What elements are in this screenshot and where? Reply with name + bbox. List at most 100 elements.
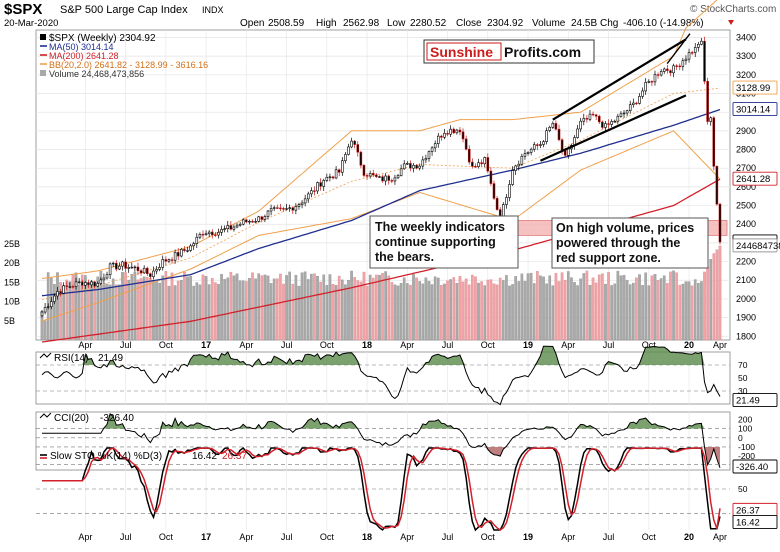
candle-body — [514, 165, 517, 171]
candle-body — [306, 193, 310, 200]
volume-bar — [536, 271, 539, 341]
candle-body — [693, 47, 697, 53]
volume-bar — [489, 279, 493, 341]
volume-bar — [461, 281, 465, 341]
callout-left-line-1: The weekly indicators — [375, 220, 505, 234]
price-legend: $SPX (Weekly) 2304.92 MA(50) 3014.14 MA(… — [40, 33, 208, 79]
candle-body — [152, 270, 155, 277]
rsi-panel — [35, 351, 731, 405]
bb-upper-line — [41, 0, 718, 279]
legend-volume: Volume 24,468,473,856 — [49, 69, 144, 79]
candle-body — [186, 250, 189, 252]
candle-body — [536, 144, 539, 146]
price-tick-label: 2000 — [736, 294, 756, 304]
price-tick-label: 3300 — [736, 51, 756, 61]
candle-body — [576, 128, 579, 138]
candle-body — [204, 233, 208, 235]
volume-bar — [378, 274, 381, 341]
x-tick-label: Jul — [442, 532, 454, 542]
x-tick-label: Apr — [400, 532, 414, 542]
candle-body — [316, 182, 319, 192]
volume-bar — [421, 283, 425, 341]
candle-body — [276, 207, 279, 209]
volume-bar — [706, 266, 709, 341]
candle-body — [381, 176, 384, 182]
volume-bar — [523, 280, 527, 341]
candle-body — [145, 267, 149, 274]
volume-bar — [130, 273, 134, 341]
candle-body — [551, 123, 555, 128]
callout-right: On high volume, prices powered through t… — [551, 217, 709, 269]
x-tick-label: Apr — [239, 340, 253, 350]
candle-body — [322, 180, 326, 187]
volume-bar — [118, 284, 121, 341]
x-tick-label: 19 — [523, 532, 533, 542]
volume-bar — [409, 284, 412, 341]
candle-body — [118, 265, 121, 270]
price-tick-label: 3200 — [736, 70, 756, 80]
candle-body — [483, 157, 486, 165]
volume-bar — [418, 281, 422, 341]
candle-body — [90, 281, 93, 286]
volume-bar — [638, 274, 641, 341]
ma200-badge-box — [732, 171, 778, 186]
x-tick-label: Apr — [713, 532, 727, 542]
candle-body — [353, 140, 356, 145]
volume-value: 24.5B — [571, 18, 597, 29]
volume-bar — [353, 277, 357, 341]
price-tick-label: 2700 — [736, 163, 756, 173]
candle-body — [474, 165, 477, 168]
channel-lower-line — [539, 94, 687, 162]
candle-body — [632, 102, 635, 105]
candle-body — [455, 129, 459, 134]
candle-body — [458, 129, 462, 133]
callout-right-line-3: red support zone. — [556, 251, 661, 265]
index-name: S&P 500 Large Cap Index — [60, 4, 188, 16]
candle-body — [263, 216, 267, 220]
candle-body — [635, 102, 638, 105]
volume-bar — [467, 284, 471, 341]
volume-bar — [644, 272, 648, 341]
candle-body — [697, 44, 700, 48]
volume-badge: 24468473856 — [736, 241, 780, 252]
volume-bar — [662, 275, 666, 341]
volume-bar — [319, 281, 322, 341]
volume-bar — [269, 283, 273, 341]
volume-bar — [669, 271, 672, 341]
volume-bar — [220, 274, 223, 341]
candle-body — [161, 259, 165, 268]
volume-label: Volume — [532, 18, 566, 29]
volume-bar — [99, 271, 103, 341]
cci-legend: CCI(20) -326.40 — [39, 412, 134, 424]
candle-body — [424, 158, 428, 161]
candle-body — [356, 144, 360, 153]
candle-body — [362, 164, 366, 176]
candle-body — [84, 282, 87, 286]
candle-body — [371, 173, 375, 176]
candle-body — [241, 219, 245, 225]
rsi-value: 21.49 — [98, 353, 123, 364]
volume-bar — [344, 284, 347, 341]
volume-bar — [362, 271, 366, 341]
volume-bar — [542, 276, 545, 341]
volume-bar — [294, 275, 298, 341]
candle-body — [489, 170, 493, 184]
volume-bar — [557, 281, 561, 341]
candle-body — [560, 139, 564, 151]
x-tick-label: Apr — [713, 340, 727, 350]
volume-bar — [678, 284, 682, 341]
candle-body — [254, 221, 257, 223]
candle-body — [666, 68, 669, 71]
volume-bar — [152, 279, 155, 341]
candle-body — [251, 221, 254, 223]
volume-bar — [601, 273, 604, 341]
candle-body — [220, 229, 223, 233]
chg-value: -406.10 (-14.98%) — [623, 18, 704, 29]
high-value: 2562.98 — [343, 18, 380, 29]
candle-body — [189, 245, 192, 251]
volume-bar — [198, 284, 202, 341]
volume-bar — [430, 284, 434, 341]
candle-body — [545, 130, 548, 142]
candle-body — [415, 164, 418, 169]
